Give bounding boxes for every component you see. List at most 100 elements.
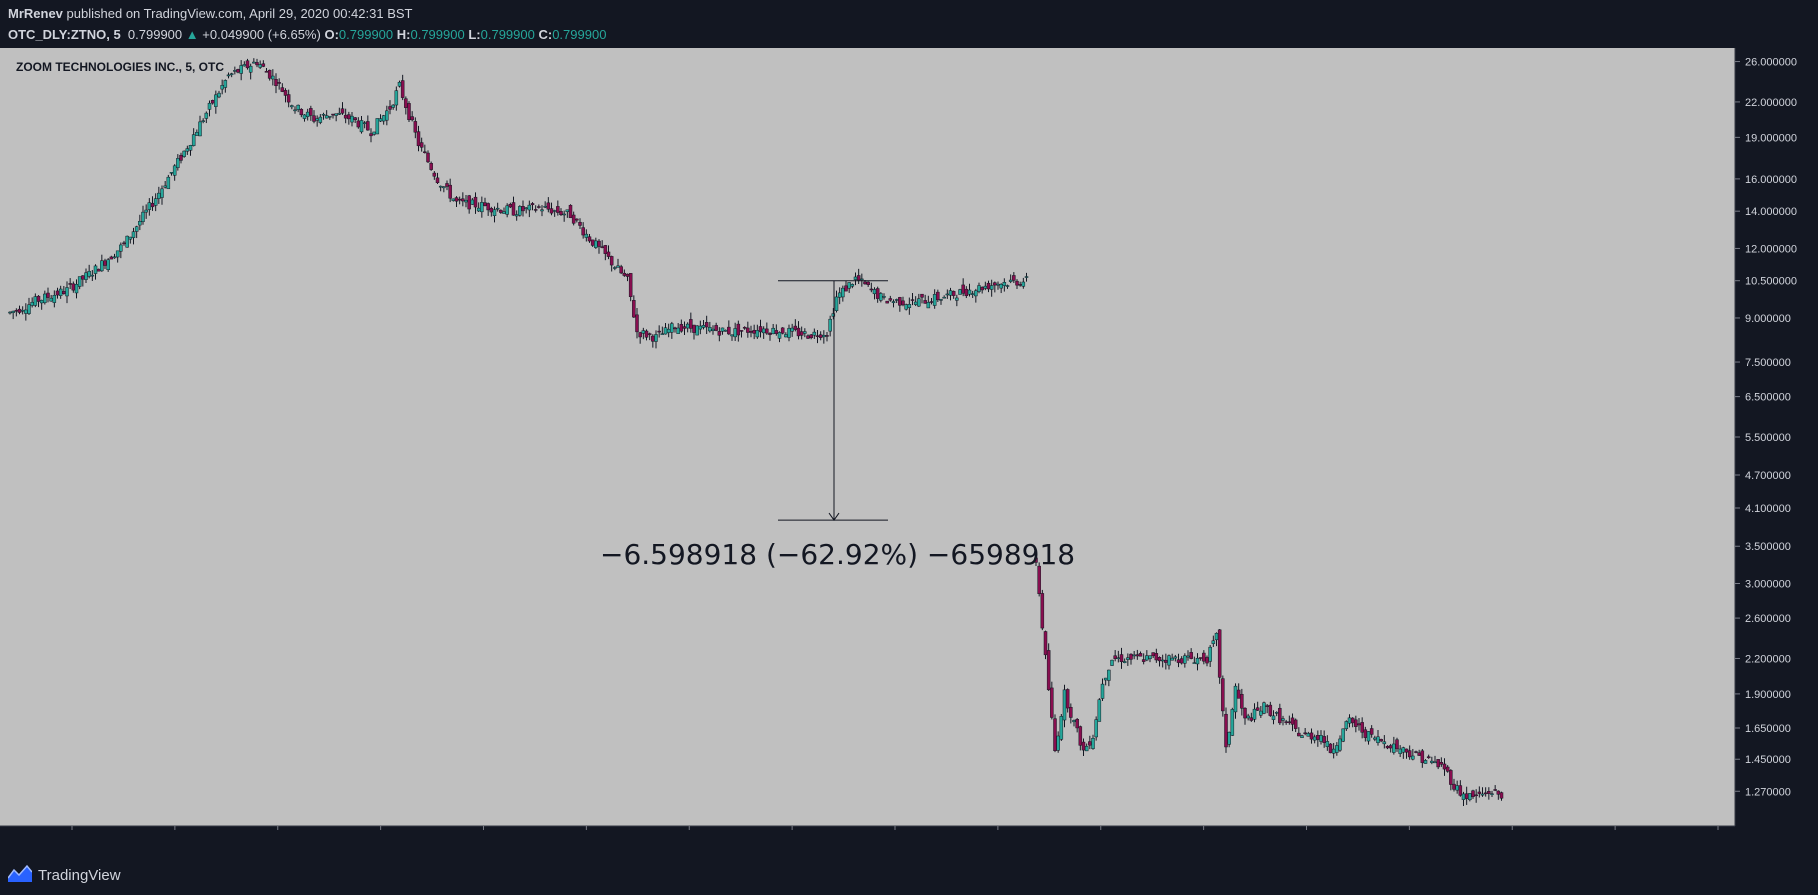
candle [24,309,28,314]
candle [606,251,611,257]
symbol-info: OTC_DLY:ZTNO, 5 0.799900 ▲ +0.049900 (+6… [8,27,606,42]
candle [793,325,798,330]
price-range-measure[interactable] [778,280,888,521]
candle [1300,735,1304,738]
candle [733,328,737,338]
candle [521,206,525,212]
candle [1287,721,1292,723]
candle [480,202,484,213]
candle [917,298,921,307]
candle [1116,657,1121,659]
candle [1461,793,1466,800]
candle [347,114,351,120]
candle [1173,656,1178,659]
candle [226,74,231,77]
candle [233,70,237,72]
candle [1227,731,1231,745]
candle [945,293,950,296]
candle [1059,716,1064,740]
candle [486,203,490,211]
candle [1113,655,1117,659]
candle [628,273,633,298]
candle [1179,658,1184,664]
candle [907,303,912,308]
price-tick-label: 1.450000 [1745,754,1791,766]
candle [910,299,915,301]
candle [20,310,25,312]
candle [1474,794,1478,797]
candle [1426,756,1431,759]
candle [1046,650,1051,691]
candle [625,273,630,277]
candle [514,214,519,217]
time-axis[interactable]: 1917:002017:002317:002417:002517:00Apr18… [0,825,1735,830]
candle [1230,709,1235,736]
candle [774,330,779,334]
candle [467,195,471,210]
candle [1145,655,1149,661]
candle [1477,791,1482,794]
candle [1278,707,1282,724]
price-tick-label: 2.600000 [1745,613,1791,625]
candle [68,283,72,285]
candle [578,221,582,226]
candle [182,150,186,157]
candle [1388,745,1393,749]
price-tick-label: 14.000000 [1745,206,1797,218]
candle [1050,687,1054,718]
candle [828,318,832,332]
candle [958,289,962,295]
candle [1176,659,1181,663]
candle [492,209,497,216]
candle [1015,280,1019,286]
candle [1233,685,1238,713]
candle [435,177,440,184]
candle [1284,721,1288,723]
candle [594,240,598,248]
candle [989,285,994,290]
candle [894,299,899,301]
candle [939,299,943,301]
candle [1034,557,1038,563]
candle [176,158,180,168]
candle [1281,718,1285,721]
candle [220,85,224,90]
candle [283,90,288,96]
candle [1224,713,1228,748]
candle [299,108,304,116]
candle [1423,760,1428,764]
candle [1312,736,1317,741]
candle [131,231,136,238]
candle [875,288,880,299]
symbol-label[interactable]: OTC_DLY:ZTNO, 5 [8,27,121,42]
candle [1110,659,1114,666]
plot-area[interactable] [0,48,1735,826]
candle [850,284,855,287]
candle [309,108,313,116]
change-up-icon: ▲ [185,27,199,42]
candle [353,117,357,121]
price-axis[interactable]: 26.000000 22.000000 19.000000 16.000000 14.0… [1734,48,1797,826]
candle [1100,683,1105,699]
price-tick-label: 22.000000 [1745,97,1797,109]
candle [1325,741,1330,747]
candle [977,285,981,292]
candle [324,115,329,119]
price-chart[interactable]: ZOOM TECHNOLOGIES INC., 5, OTC 26.000000… [0,48,1818,830]
candle [771,327,775,335]
candle [1135,654,1140,657]
candle [17,308,22,313]
candle [1373,737,1377,740]
candle [543,205,547,208]
candle [787,328,791,338]
candle [609,256,614,266]
candle [651,335,655,342]
candle [847,282,851,289]
candle [438,185,443,188]
candle [318,116,323,123]
candle [388,106,392,110]
candle [1392,743,1396,753]
author-name[interactable]: MrRenev [8,6,63,21]
candle [948,290,953,296]
candle [556,206,560,213]
